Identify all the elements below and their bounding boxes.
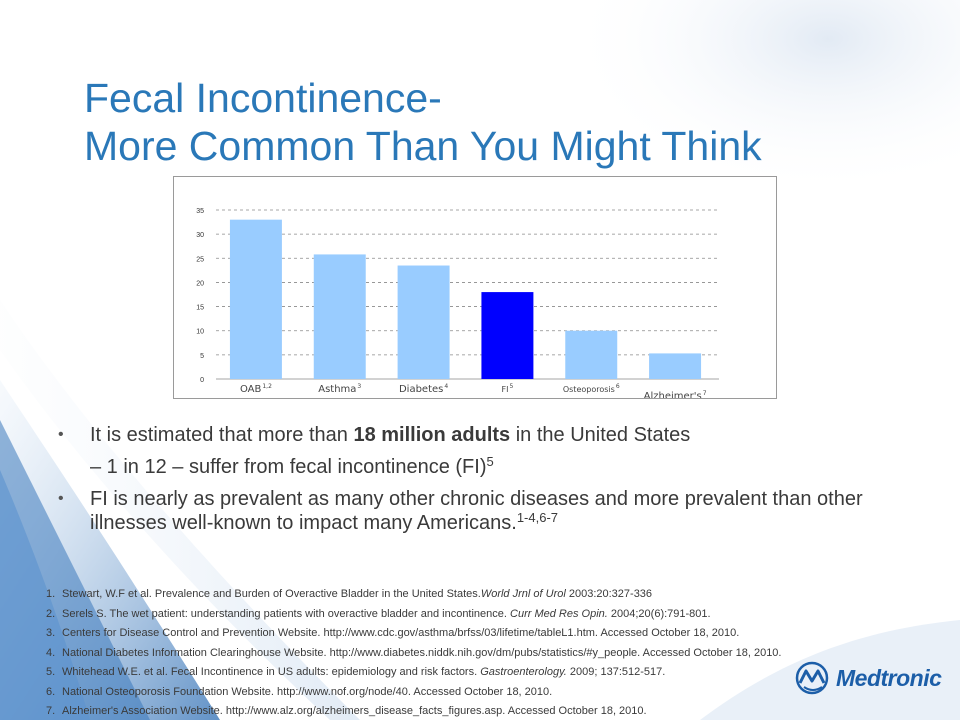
- bullet-1-pre: It is estimated that more than: [90, 424, 354, 446]
- reference-text: Centers for Disease Control and Preventi…: [62, 627, 740, 639]
- bar-osteoporosis: [565, 330, 618, 379]
- reference-text: Serels S. The wet patient: understanding…: [62, 607, 511, 620]
- reference-text: Stewart, W.F et al. Prevalence and Burde…: [62, 588, 481, 600]
- bullet-1-bold: 18 million adults: [353, 424, 511, 446]
- reference-number: 5.: [46, 666, 56, 678]
- x-tick-label: Osteoporosis6: [563, 383, 620, 394]
- y-tick-label: 10: [196, 329, 204, 336]
- bullet-dot: •: [58, 426, 64, 443]
- reference-citation: 2004;20(6):791-801.: [607, 607, 711, 620]
- reference-item: 5. Whitehead W.E. et al. Fecal Incontinen…: [46, 663, 946, 683]
- title-line-1: Fecal Incontinence-: [84, 75, 442, 121]
- x-tick-label: Alzheimer's7: [644, 390, 707, 398]
- x-tick-label: FI5: [502, 383, 514, 394]
- reference-citation: 2003:20:327-336: [565, 588, 653, 600]
- slide-title: Fecal Incontinence- More Common Than You…: [84, 74, 762, 170]
- reference-item: 7. Alzheimer's Association Website. http:…: [46, 702, 946, 722]
- reference-item: 3. Centers for Disease Control and Preven…: [46, 624, 946, 644]
- reference-number: 6.: [46, 685, 56, 698]
- reference-journal: World Jrnl of Urol: [480, 588, 566, 600]
- bullet-list: • It is estimated that more than 18 mill…: [58, 423, 938, 535]
- bullet-1-post: in the United States: [510, 424, 691, 446]
- bar-fi: [481, 292, 534, 379]
- x-tick-label: Diabetes4: [399, 383, 448, 395]
- reference-text: National Osteoporosis Foundation Website…: [62, 685, 553, 698]
- title-line-2: More Common Than You Might Think: [84, 123, 762, 169]
- bullet-1-line2-text: – 1 in 12 – suffer from fecal incontinen…: [90, 456, 487, 478]
- medtronic-wordmark: Medtronic: [836, 664, 942, 691]
- reference-number: 4.: [46, 646, 56, 659]
- medtronic-logo: Medtronic: [792, 661, 942, 695]
- bar-oab: [229, 219, 282, 379]
- reference-number: 3.: [46, 627, 56, 639]
- bullet-1-citation: 5: [486, 454, 494, 469]
- bullet-item-estimate: • It is estimated that more than 18 mill…: [58, 423, 938, 479]
- reference-journal: Curr Med Res Opin.: [510, 607, 608, 620]
- bullet-item-prevalence: • FI is nearly as prevalent as many othe…: [58, 487, 938, 535]
- reference-item: 2. Serels S. The wet patient: understandi…: [46, 605, 946, 625]
- references-list: 1. Stewart, W.F et al. Prevalence and Bur…: [46, 585, 946, 722]
- reference-text: Whitehead W.E. et al. Fecal Incontinence…: [62, 666, 481, 678]
- y-tick-label: 20: [196, 280, 204, 287]
- reference-number: 2.: [46, 607, 56, 620]
- bar-asthma: [313, 254, 366, 379]
- x-tick-label: Asthma3: [318, 383, 361, 395]
- bullet-dot: •: [58, 490, 64, 507]
- bar-chart-panel: 0 5 10 15 20 25 30 35 OAB1,2 Asthma3 Diabetes4 FI5 O…: [173, 176, 777, 399]
- y-tick-label: 15: [196, 305, 204, 312]
- bar-diabetes: [397, 265, 450, 379]
- reference-item: 1. Stewart, W.F et al. Prevalence and Bur…: [46, 585, 946, 605]
- reference-text: National Diabetes Information Clearingho…: [62, 646, 782, 659]
- bullet-2-citation: 1-4,6-7: [516, 510, 559, 525]
- y-tick-label: 5: [200, 353, 204, 360]
- x-tick-label: OAB1,2: [240, 383, 272, 395]
- y-tick-label: 25: [196, 256, 204, 263]
- bar-chart: 0 5 10 15 20 25 30 35 OAB1,2 Asthma3 Diabetes4 FI5 O…: [196, 208, 719, 398]
- reference-journal: Gastroenterology.: [480, 666, 567, 678]
- bullet-1-line2: – 1 in 12 – suffer from fecal incontinen…: [90, 455, 938, 479]
- y-tick-label: 0: [200, 377, 204, 384]
- reference-number: 7.: [46, 705, 56, 717]
- bullet-2-text: FI is nearly as prevalent as many other …: [90, 488, 863, 534]
- y-tick-label: 30: [196, 232, 204, 239]
- reference-text: Alzheimer's Association Website. http://…: [62, 705, 647, 717]
- reference-item: 6. National Osteoporosis Foundation Websi…: [46, 683, 946, 703]
- reference-item: 4. National Diabetes Information Clearing…: [46, 644, 946, 664]
- medtronic-logo-icon: [795, 661, 829, 695]
- reference-citation: 2009; 137:512-517.: [566, 666, 666, 678]
- y-tick-label: 35: [196, 208, 204, 215]
- bar-alzheimers: [649, 353, 702, 379]
- reference-number: 1.: [46, 588, 56, 600]
